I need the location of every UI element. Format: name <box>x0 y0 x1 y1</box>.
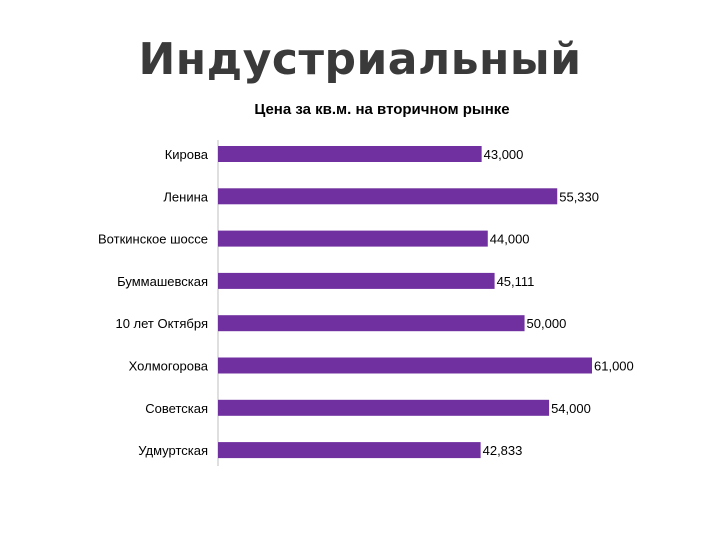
value-label: 55,330 <box>559 189 599 204</box>
category-label: Кирова <box>165 147 209 162</box>
category-label: Советская <box>145 401 208 416</box>
value-label: 61,000 <box>594 359 634 374</box>
value-label: 43,000 <box>484 147 524 162</box>
bar <box>218 399 550 416</box>
category-label: Удмуртская <box>138 443 208 458</box>
value-label: 42,833 <box>483 443 523 458</box>
bar <box>218 230 488 247</box>
category-label: 10 лет Октября <box>115 316 208 331</box>
bar <box>218 272 495 289</box>
category-label: Ленина <box>163 189 208 204</box>
chart-title: Цена за кв.м. на вторичном рынке <box>254 101 509 118</box>
category-label: Холмогорова <box>129 359 209 374</box>
bar <box>218 188 558 205</box>
value-label: 44,000 <box>490 232 530 247</box>
value-label: 54,000 <box>551 401 591 416</box>
category-label: Буммашевская <box>117 274 208 289</box>
value-label: 50,000 <box>527 316 567 331</box>
bar <box>218 357 592 374</box>
value-label: 45,111 <box>497 274 535 289</box>
bar <box>218 146 482 162</box>
category-label: Воткинское шоссе <box>98 232 208 247</box>
bar <box>218 315 525 332</box>
bar <box>218 442 481 459</box>
slide-title: Индустриальный <box>138 34 582 85</box>
